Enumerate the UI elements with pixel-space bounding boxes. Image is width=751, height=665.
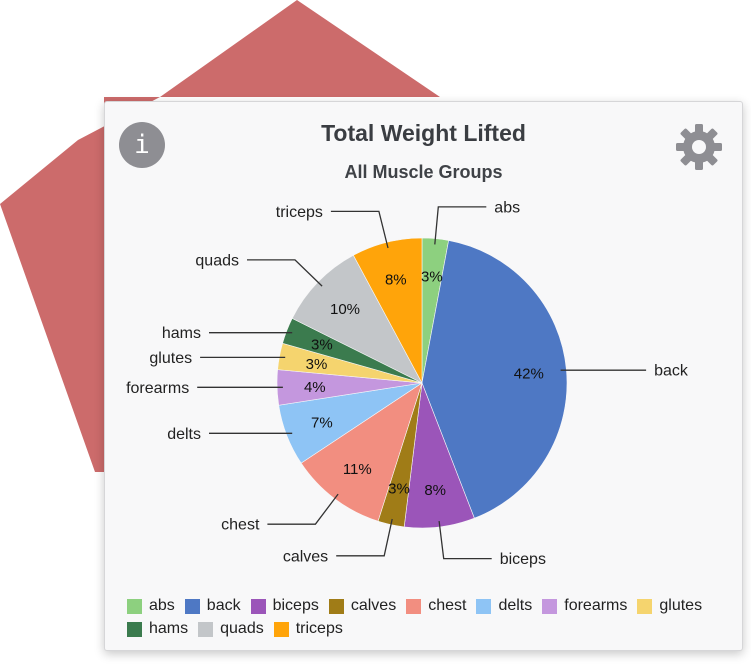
legend-label-triceps: triceps	[295, 620, 343, 637]
slice-percent-calves: 3%	[388, 480, 410, 497]
chart-subtitle: All Muscle Groups	[344, 162, 503, 182]
slice-percent-glutes: 3%	[306, 356, 328, 373]
legend-swatch-delts	[476, 598, 492, 614]
slice-name-back: back	[654, 363, 689, 380]
legend-label-quads: quads	[220, 620, 264, 637]
legend-swatch-biceps	[250, 598, 266, 614]
chart-card: i Total Weight Lifted All Muscle Groups …	[104, 101, 743, 651]
legend-swatch-hams	[127, 621, 142, 637]
slice-name-forearms: forearms	[126, 380, 189, 397]
slice-name-hams: hams	[162, 325, 201, 342]
slice-name-calves: calves	[283, 548, 328, 565]
gear-icon[interactable]	[673, 121, 725, 173]
slice-name-glutes: glutes	[149, 350, 192, 367]
slice-percent-abs: 3%	[421, 269, 443, 286]
info-icon-glyph: i	[134, 130, 150, 160]
leader-line-abs	[434, 206, 487, 245]
slice-name-chest: chest	[221, 517, 260, 534]
legend-label-biceps: biceps	[272, 597, 319, 614]
legend-label-forearms: forearms	[564, 597, 628, 614]
legend-label-abs: abs	[149, 597, 175, 614]
slice-name-quads: quads	[195, 252, 239, 269]
chart-legend: abs back biceps calves chest delts forearms glu…	[127, 596, 727, 639]
legend-item-forearms[interactable]: forearms	[542, 596, 627, 616]
slice-name-biceps: biceps	[500, 551, 546, 568]
leader-line-calves	[336, 518, 393, 557]
legend-swatch-calves	[328, 598, 344, 614]
legend-swatch-chest	[406, 598, 422, 614]
legend-label-chest: chest	[428, 597, 467, 614]
legend-item-delts[interactable]: delts	[476, 596, 532, 616]
legend-swatch-forearms	[542, 598, 558, 614]
legend-item-back[interactable]: back	[184, 596, 241, 616]
legend-item-quads[interactable]: quads	[198, 619, 264, 639]
slice-percent-quads: 10%	[330, 301, 360, 318]
slice-name-delts: delts	[167, 426, 201, 443]
slice-percent-back: 42%	[514, 366, 544, 383]
slice-percent-delts: 7%	[311, 414, 333, 431]
legend-label-hams: hams	[149, 620, 189, 637]
leader-line-biceps	[438, 521, 492, 560]
leader-line-chest	[267, 493, 339, 525]
slice-name-abs: abs	[494, 199, 520, 216]
legend-item-calves[interactable]: calves	[328, 596, 397, 616]
legend-item-biceps[interactable]: biceps	[250, 596, 319, 616]
legend-label-calves: calves	[350, 597, 397, 614]
slice-labels: 3% abs 42% back 8% biceps 3% calves 11% chest 7% de…	[126, 199, 689, 568]
legend-item-hams[interactable]: hams	[127, 619, 188, 639]
slice-percent-biceps: 8%	[424, 482, 446, 499]
leader-line-triceps	[330, 210, 389, 249]
slice-percent-triceps: 8%	[385, 271, 407, 288]
legend-label-delts: delts	[498, 597, 533, 614]
legend-item-abs[interactable]: abs	[127, 596, 175, 616]
legend-item-chest[interactable]: chest	[406, 596, 466, 616]
legend-swatch-triceps	[273, 621, 289, 637]
legend-label-glutes: glutes	[659, 597, 703, 614]
legend-swatch-abs	[127, 598, 142, 614]
slice-percent-hams: 3%	[311, 337, 333, 354]
legend-item-glutes[interactable]: glutes	[637, 596, 702, 616]
legend-item-triceps[interactable]: triceps	[273, 619, 343, 639]
slice-percent-chest: 11%	[343, 461, 372, 478]
legend-swatch-glutes	[637, 598, 653, 614]
legend-label-back: back	[206, 597, 241, 614]
legend-swatch-quads	[198, 621, 214, 637]
pie-chart: 3% abs 42% back 8% biceps 3% calves 11% chest 7% de…	[126, 199, 689, 568]
gear-icon-shape	[676, 124, 722, 170]
info-icon[interactable]: i	[119, 122, 165, 168]
slice-name-triceps: triceps	[276, 204, 323, 221]
slice-percent-forearms: 4%	[304, 379, 326, 396]
legend-swatch-back	[184, 598, 200, 614]
chart-title: Total Weight Lifted	[321, 120, 526, 146]
leader-line-quads	[247, 259, 323, 287]
